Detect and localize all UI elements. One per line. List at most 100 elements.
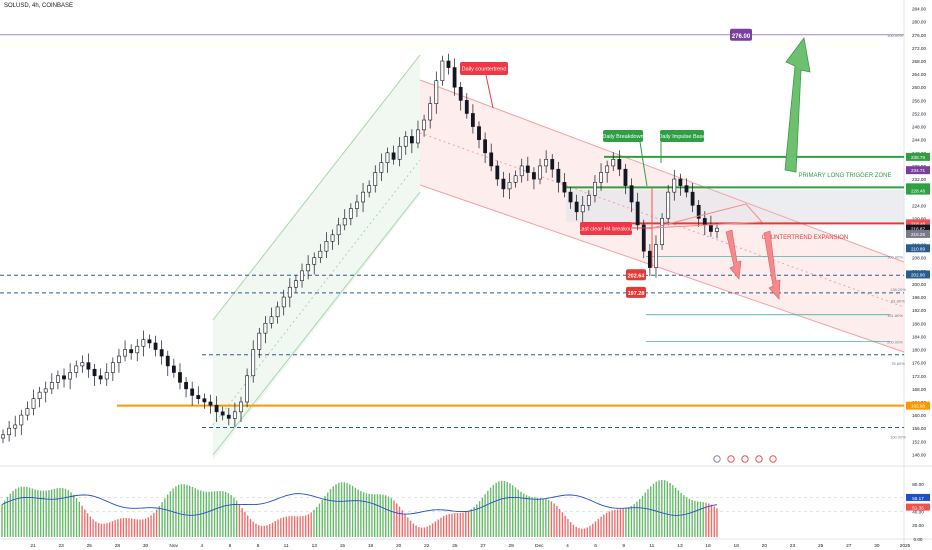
event-marker[interactable] xyxy=(727,455,735,463)
candle-body xyxy=(202,398,207,403)
price-badge xyxy=(906,219,930,228)
price-badge-label: 228.48 xyxy=(911,189,925,194)
osc-tick-label: 40.00 xyxy=(912,509,924,514)
time-tick-label: 27 xyxy=(846,543,852,549)
candle-body xyxy=(129,349,134,354)
fib-level-label: 138.20% xyxy=(890,287,906,292)
osc-tick-label: 0.00 xyxy=(914,537,923,542)
candle-body xyxy=(281,296,286,308)
price-badge-label: 216.87 xyxy=(911,227,925,232)
daily-impulse-base-box xyxy=(660,130,704,142)
candle-body xyxy=(312,257,317,265)
time-tick-label: 16 xyxy=(705,543,711,549)
candle-body xyxy=(110,362,115,373)
price-tick-label: 268.00 xyxy=(912,59,926,64)
candle-body xyxy=(31,398,36,409)
price-badge xyxy=(906,166,930,175)
candle-body xyxy=(239,401,243,413)
uptrend-channel-fill xyxy=(213,55,420,460)
price-badge-label: 238.76 xyxy=(911,155,925,160)
price-tick-label: 256.00 xyxy=(912,98,926,103)
time-tick-label: 25 xyxy=(87,543,93,549)
price-tick-label: 196.00 xyxy=(912,295,926,300)
time-tick-label: Dec xyxy=(535,543,544,549)
price-tick-label: 284.00 xyxy=(912,7,926,12)
candle-body xyxy=(196,395,201,400)
candle-body xyxy=(43,388,48,393)
candle-body xyxy=(269,316,274,324)
candle-body xyxy=(275,306,280,318)
uptrend-channel-bottom xyxy=(212,191,421,456)
event-marker[interactable] xyxy=(713,455,721,463)
candle-body xyxy=(37,391,42,400)
candle-body xyxy=(544,159,549,167)
candle-body xyxy=(13,424,18,429)
candle-body xyxy=(715,227,719,232)
candle-body xyxy=(104,372,109,380)
time-tick-label: 15 xyxy=(340,543,346,549)
price-tick-label: 188.00 xyxy=(912,321,926,326)
price-tick-label: 148.00 xyxy=(912,452,926,457)
time-tick-label: 28 xyxy=(115,543,121,549)
candle-body xyxy=(623,168,628,186)
candle-body xyxy=(477,126,481,141)
candle-body xyxy=(434,80,439,104)
uptrend-channel-top xyxy=(212,54,421,321)
candle-body xyxy=(440,60,445,81)
candle-body xyxy=(507,182,512,190)
candle-body xyxy=(550,159,555,170)
candle-body xyxy=(666,191,671,219)
price-tick-label: 172.00 xyxy=(912,374,926,379)
osc-tick-label: 80.00 xyxy=(912,482,924,487)
time-tick-label: 9 xyxy=(622,543,625,549)
candle-body xyxy=(501,178,506,190)
price-tick-label: 152.00 xyxy=(912,439,926,444)
candle-body xyxy=(611,159,616,167)
price-tick-label: 280.00 xyxy=(912,20,926,25)
candle-body xyxy=(647,250,652,268)
candle-body xyxy=(580,204,585,213)
time-tick-label: 13 xyxy=(312,543,318,549)
last-h4-breakout-text: Last clear H4 breakout xyxy=(578,227,634,233)
time-tick-label: 11 xyxy=(284,543,289,549)
candle-body xyxy=(159,349,164,357)
time-tick-label: 30 xyxy=(143,543,149,549)
level-197-box xyxy=(626,286,646,298)
price-badge xyxy=(906,244,930,253)
downtrend-channel-bottom xyxy=(419,184,905,353)
target-label-text: 276.00 xyxy=(732,34,751,40)
candle-body xyxy=(226,414,231,419)
price-tick-label: 156.00 xyxy=(912,426,926,431)
candle-body xyxy=(1,434,5,439)
candle-body xyxy=(629,185,634,203)
daily-breakdown-pointer xyxy=(639,141,648,187)
candle-body xyxy=(660,218,664,245)
time-tick-label: 23 xyxy=(58,543,64,549)
price-tick-label: 260.00 xyxy=(912,85,926,90)
downtrend-channel-top xyxy=(419,79,905,263)
event-marker[interactable] xyxy=(755,455,763,463)
price-tick-label: 272.00 xyxy=(912,46,926,51)
down-arrow-1 xyxy=(725,229,742,280)
candle-body xyxy=(403,136,408,147)
downtrend-channel-mid xyxy=(419,132,905,308)
event-marker[interactable] xyxy=(741,455,749,463)
daily-breakdown-box xyxy=(603,130,643,142)
candle-body xyxy=(538,165,542,180)
event-marker[interactable] xyxy=(769,455,777,463)
candle-body xyxy=(696,204,701,219)
daily-countertrend-box xyxy=(460,62,508,75)
time-tick-label: 8 xyxy=(257,543,260,549)
candle-body xyxy=(678,178,683,186)
osc-tick-label: 20.00 xyxy=(912,523,924,528)
time-tick-label: 21 xyxy=(30,543,36,549)
candle-body xyxy=(416,129,420,144)
candle-body xyxy=(495,165,500,180)
candle-body xyxy=(287,286,292,298)
fib-level-label: 61.80% xyxy=(891,298,905,303)
price-badge-label: 162.88 xyxy=(911,404,925,409)
candle-body xyxy=(409,136,414,144)
time-tick-label: 25 xyxy=(818,543,824,549)
candle-body xyxy=(324,241,329,252)
